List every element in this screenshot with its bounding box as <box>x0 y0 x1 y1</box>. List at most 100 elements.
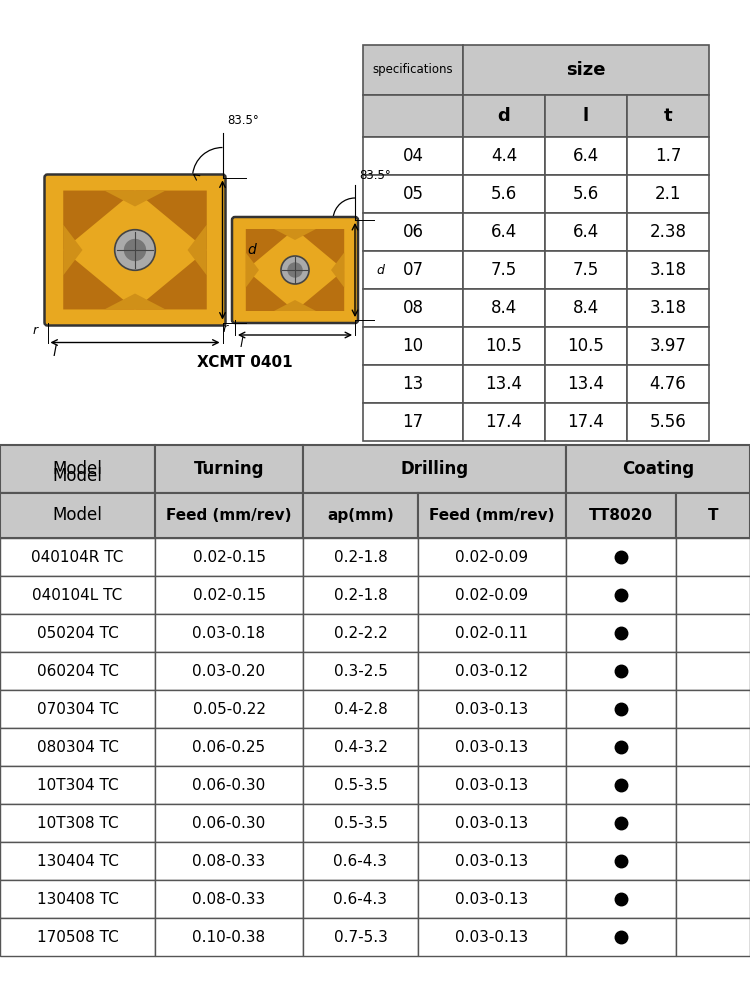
Bar <box>155 445 303 493</box>
Text: 8.4: 8.4 <box>573 299 599 317</box>
Bar <box>676 880 750 918</box>
Text: r: r <box>223 322 227 335</box>
Bar <box>627 213 709 251</box>
Text: 0.06-0.25: 0.06-0.25 <box>193 740 266 754</box>
Text: 10.5: 10.5 <box>568 337 604 355</box>
Text: 3.18: 3.18 <box>650 261 686 279</box>
Text: 0.02-0.09: 0.02-0.09 <box>455 587 529 602</box>
Bar <box>155 728 303 766</box>
Text: 10T308 TC: 10T308 TC <box>37 816 118 830</box>
Polygon shape <box>63 225 82 275</box>
Text: 0.6-4.3: 0.6-4.3 <box>334 892 388 906</box>
Bar <box>155 614 303 652</box>
FancyBboxPatch shape <box>232 217 358 323</box>
Bar <box>627 365 709 403</box>
Polygon shape <box>246 252 259 288</box>
Text: Turning: Turning <box>194 460 264 478</box>
Bar <box>627 289 709 327</box>
Text: 08: 08 <box>403 299 424 317</box>
Bar <box>418 880 566 918</box>
Circle shape <box>115 230 155 270</box>
Bar <box>676 538 750 576</box>
Bar <box>303 918 418 956</box>
Text: 6.4: 6.4 <box>573 223 599 241</box>
Text: 10T304 TC: 10T304 TC <box>37 778 118 792</box>
Text: 7.5: 7.5 <box>573 261 599 279</box>
Bar <box>363 327 463 365</box>
Bar <box>566 766 676 804</box>
Bar <box>155 842 303 880</box>
Circle shape <box>281 256 309 284</box>
Text: 0.2-1.8: 0.2-1.8 <box>334 550 387 564</box>
Bar <box>676 728 750 766</box>
Text: 0.08-0.33: 0.08-0.33 <box>192 854 266 868</box>
Bar <box>676 690 750 728</box>
Bar <box>155 918 303 956</box>
Text: 0.02-0.09: 0.02-0.09 <box>455 550 529 564</box>
Text: 2.38: 2.38 <box>650 223 686 241</box>
Text: 3.97: 3.97 <box>650 337 686 355</box>
Text: Feed (mm/rev): Feed (mm/rev) <box>429 508 555 523</box>
Bar <box>0 493 155 538</box>
Bar <box>463 327 545 365</box>
Bar <box>545 327 627 365</box>
Text: 0.03-0.13: 0.03-0.13 <box>455 778 529 792</box>
Bar <box>0 652 155 690</box>
Text: 5.6: 5.6 <box>573 185 599 203</box>
Bar <box>303 766 418 804</box>
Bar <box>463 289 545 327</box>
Bar <box>463 95 545 137</box>
Bar <box>155 766 303 804</box>
Bar <box>566 918 676 956</box>
Text: 07: 07 <box>403 261 424 279</box>
Bar <box>463 213 545 251</box>
Text: 6.4: 6.4 <box>490 223 517 241</box>
Text: 0.06-0.30: 0.06-0.30 <box>192 778 266 792</box>
Text: 13.4: 13.4 <box>485 375 523 393</box>
Bar <box>545 175 627 213</box>
Bar <box>0 766 155 804</box>
Bar <box>418 576 566 614</box>
Text: 8.4: 8.4 <box>490 299 517 317</box>
Polygon shape <box>188 225 207 275</box>
Bar <box>303 493 418 538</box>
Bar <box>303 614 418 652</box>
Polygon shape <box>135 191 207 250</box>
Polygon shape <box>295 270 344 311</box>
Bar <box>0 728 155 766</box>
Text: l: l <box>240 337 244 350</box>
FancyBboxPatch shape <box>44 174 226 326</box>
Bar <box>627 403 709 441</box>
Text: d: d <box>248 243 256 257</box>
Text: 0.3-2.5: 0.3-2.5 <box>334 664 388 678</box>
Text: 17.4: 17.4 <box>568 413 604 431</box>
Polygon shape <box>295 229 344 270</box>
Text: 83.5°: 83.5° <box>359 169 391 182</box>
Bar <box>303 690 418 728</box>
Bar <box>0 576 155 614</box>
Bar <box>155 880 303 918</box>
Text: 7.5: 7.5 <box>490 261 517 279</box>
Bar <box>363 365 463 403</box>
Bar <box>303 728 418 766</box>
Bar <box>418 804 566 842</box>
Bar <box>0 445 155 493</box>
Text: 040104L TC: 040104L TC <box>32 587 123 602</box>
Text: d: d <box>498 107 510 125</box>
Text: 0.5-3.5: 0.5-3.5 <box>334 816 388 830</box>
Bar <box>676 842 750 880</box>
Text: 130408 TC: 130408 TC <box>37 892 118 906</box>
Text: 0.06-0.30: 0.06-0.30 <box>192 816 266 830</box>
Bar <box>676 918 750 956</box>
Text: XCMT 0401: XCMT 0401 <box>197 355 292 370</box>
Text: 080304 TC: 080304 TC <box>37 740 118 754</box>
Text: 0.03-0.13: 0.03-0.13 <box>455 740 529 754</box>
Text: 17: 17 <box>403 413 424 431</box>
Polygon shape <box>331 252 344 288</box>
Text: size: size <box>566 61 606 79</box>
Text: 1.7: 1.7 <box>655 147 681 165</box>
Text: 0.4-2.8: 0.4-2.8 <box>334 702 387 716</box>
Polygon shape <box>246 229 295 270</box>
Circle shape <box>273 248 317 292</box>
Circle shape <box>287 262 303 278</box>
